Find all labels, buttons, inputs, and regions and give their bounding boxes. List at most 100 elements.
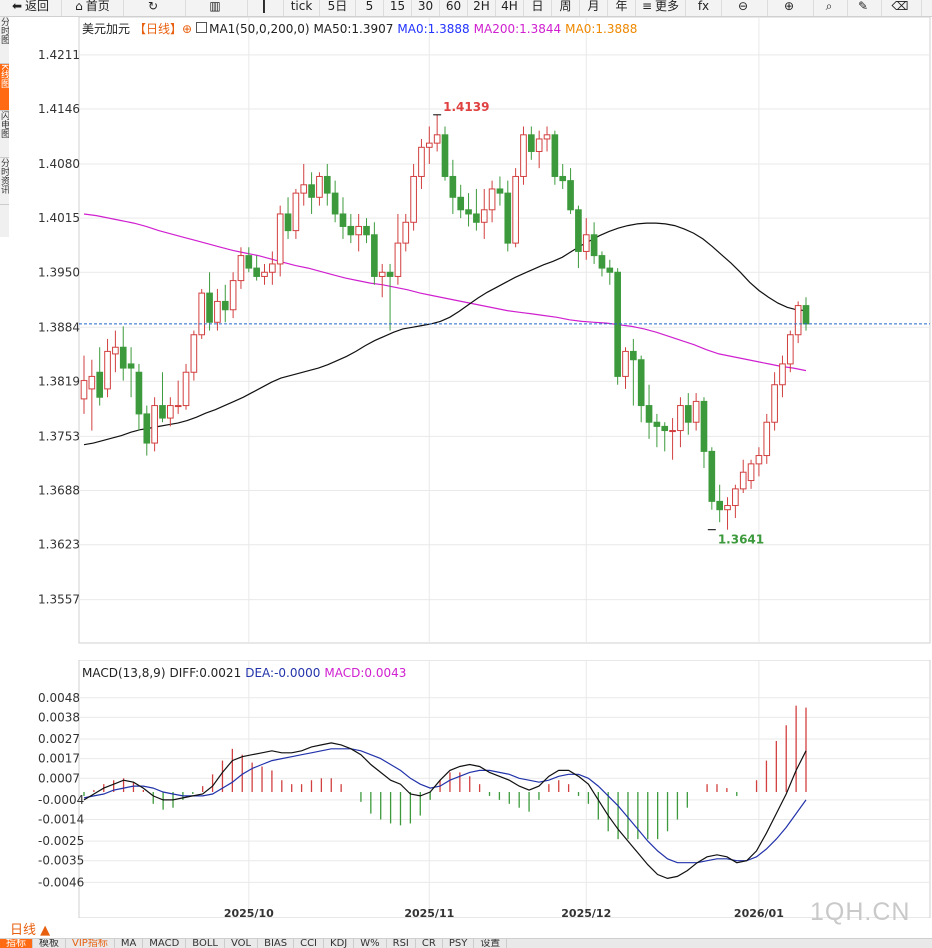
ma200-value: MA200:1.3844 — [473, 22, 562, 36]
candle-body — [465, 209, 472, 215]
side-tab-2[interactable]: 闪电图 — [0, 111, 9, 158]
toolbar-button-60[interactable]: 60 — [440, 0, 468, 16]
toolbar-button-zoom-out[interactable]: ⊖ — [722, 0, 768, 16]
candle-body — [622, 350, 629, 377]
toolbar-button-返回[interactable]: ⬅ 返回 — [0, 0, 62, 16]
candle-body — [724, 505, 731, 511]
ma0-value-2: MA0:1.3888 — [565, 22, 638, 36]
candle-body — [127, 363, 135, 369]
toolbar-label: 2H — [473, 0, 490, 13]
indicator-tab-设置[interactable]: 设置 — [474, 939, 508, 948]
date-label: 2026/01 — [734, 907, 784, 918]
indicator-tab-CCI[interactable]: CCI — [294, 939, 325, 948]
candle-body — [669, 430, 676, 433]
back-arrow-icon: ⬅ — [11, 0, 23, 13]
indicator-tab-指标[interactable]: 指标 — [0, 939, 33, 948]
side-tab-3[interactable]: 分时资讯 — [0, 158, 9, 205]
indicator-tab-MACD[interactable]: MACD — [143, 939, 187, 948]
toolbar-button-refresh[interactable]: ↻ — [124, 0, 186, 16]
candle-body — [221, 300, 229, 311]
indicator-tab-MA[interactable]: MA — [115, 939, 144, 948]
indicator-tab-VIP指标[interactable]: VIP指标 — [66, 939, 115, 948]
toolbar-label: 日 — [531, 0, 544, 13]
candle-body — [732, 488, 739, 507]
candle-body — [363, 225, 370, 236]
toolbar-button-search[interactable]: ⌕ — [814, 0, 848, 16]
toolbar-button-周[interactable]: 周 — [552, 0, 580, 16]
toolbar-button-fx[interactable]: fx — [686, 0, 722, 16]
candle-body — [261, 271, 268, 277]
toolbar-button-candlestick[interactable]: ┃ — [248, 0, 284, 16]
price-tick-label: 1.4146 — [38, 102, 80, 116]
toolbar-button-年[interactable]: 年 — [608, 0, 636, 16]
candle-body — [284, 213, 292, 232]
candle-body — [135, 371, 143, 415]
indicator-tab-PSY[interactable]: PSY — [443, 939, 475, 948]
candle-body — [112, 346, 119, 355]
toolbar-button-eraser[interactable]: ⌫ — [882, 0, 922, 16]
candle-body — [684, 405, 692, 423]
candle-body — [190, 334, 198, 373]
candle-body — [206, 292, 213, 323]
indicator-tab-模板[interactable]: 模板 — [33, 939, 66, 948]
candle-body — [143, 413, 151, 444]
indicator-tab-RSI[interactable]: RSI — [387, 939, 416, 948]
macd-tick-label: 0.0007 — [38, 771, 80, 785]
candle-body — [488, 188, 496, 211]
toolbar-button-tick[interactable]: tick — [284, 0, 320, 16]
candle-body — [441, 134, 449, 177]
price-tick-label: 1.3753 — [38, 429, 80, 443]
candle-body — [253, 267, 260, 277]
toolbar-button-日[interactable]: 日 — [524, 0, 552, 16]
indicator-tab-W%[interactable]: W% — [354, 939, 387, 948]
period-select-button[interactable]: 日线 ▲ — [10, 919, 76, 938]
indicator-tab-VOL[interactable]: VOL — [225, 939, 259, 948]
side-tab-1[interactable]: K线图 — [0, 64, 9, 111]
candle-body — [645, 405, 653, 423]
toolbar-label: 返回 — [25, 0, 50, 13]
macd-plot-area — [78, 660, 931, 918]
price-tick-label: 1.3557 — [38, 593, 80, 607]
candle-body — [151, 405, 158, 444]
candle-body — [433, 134, 441, 144]
candle-body — [559, 175, 567, 182]
side-tab-0[interactable]: 分时图 — [0, 17, 9, 64]
candle-body — [739, 471, 747, 490]
candle-body — [425, 142, 433, 148]
settings-icon[interactable]: ⊕ — [182, 22, 193, 36]
toolbar-label: tick — [290, 0, 313, 13]
price-tick-label: 1.3950 — [38, 265, 80, 279]
indicator-tab-KDJ[interactable]: KDJ — [324, 939, 355, 948]
ma50-line — [83, 222, 807, 446]
macd-tick-label: -0.0014 — [38, 813, 84, 827]
macd-value: MACD:0.0043 — [324, 666, 407, 680]
toolbar-button-首页[interactable]: ⌂ 首页 — [62, 0, 124, 16]
date-label: 2025/10 — [224, 907, 274, 918]
toolbar-button-更多[interactable]: ≡ 更多 — [636, 0, 686, 16]
indicator-tab-CR[interactable]: CR — [416, 939, 443, 948]
toolbar-button-draw-pen[interactable]: ✎ — [848, 0, 882, 16]
candle-body — [182, 371, 190, 407]
indicator-tab-BIAS[interactable]: BIAS — [258, 939, 295, 948]
candle-body — [716, 500, 723, 511]
candle-body — [418, 146, 425, 177]
search-icon: ⌕ — [825, 0, 833, 13]
symbol-label: 美元加元 — [82, 22, 131, 36]
toolbar-button-30[interactable]: 30 — [412, 0, 440, 16]
toolbar-button-5日[interactable]: 5日 — [320, 0, 356, 16]
toolbar-button-15[interactable]: 15 — [384, 0, 412, 16]
period-label[interactable]: 【日线】 — [134, 22, 183, 36]
ma-indicator-icon[interactable] — [196, 22, 208, 33]
toolbar-button-bar-chart[interactable]: ▥ — [186, 0, 248, 16]
bar-chart-icon: ▥ — [209, 0, 221, 13]
home-icon: ⌂ — [75, 0, 83, 13]
toolbar-button-4H[interactable]: 4H — [496, 0, 524, 16]
candle-body — [457, 196, 465, 211]
toolbar-button-月[interactable]: 月 — [580, 0, 608, 16]
candle-body — [402, 221, 410, 244]
toolbar-button-2H[interactable]: 2H — [468, 0, 496, 16]
toolbar-button-zoom-in[interactable]: ⊕ — [768, 0, 814, 16]
indicator-tab-BOLL[interactable]: BOLL — [186, 939, 225, 948]
toolbar-button-5[interactable]: 5 — [356, 0, 384, 16]
candle-body — [347, 225, 355, 236]
